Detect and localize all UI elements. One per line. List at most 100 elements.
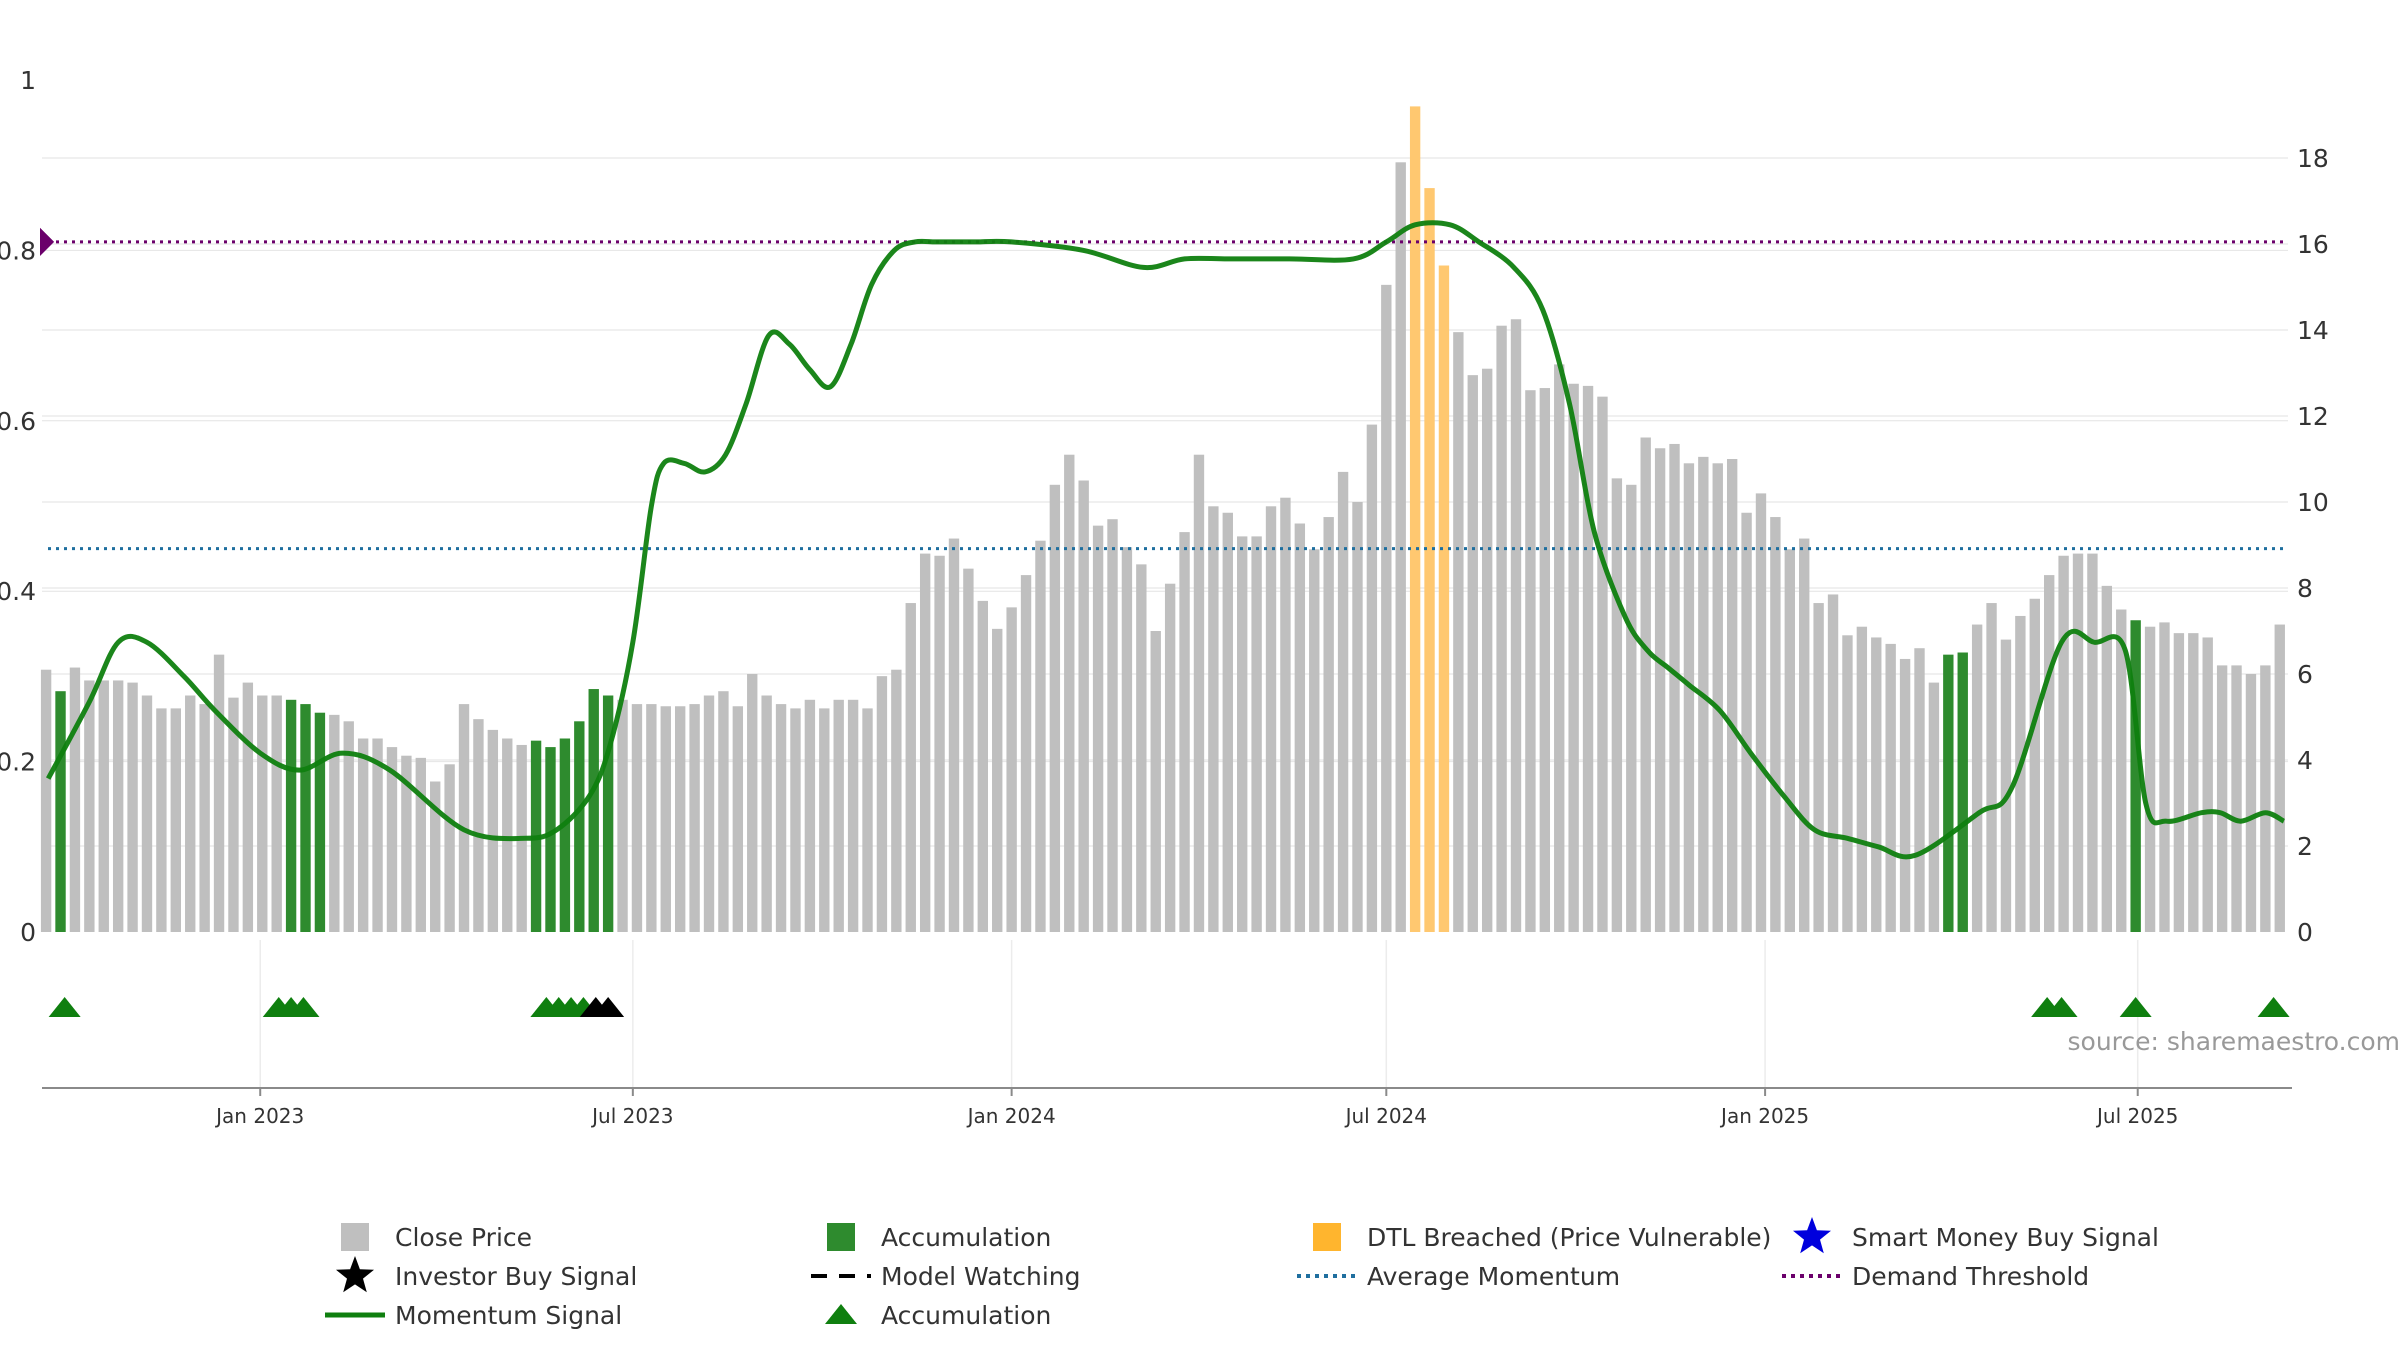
price-bar [271,695,282,932]
price-bar [1669,443,1680,932]
price-bar [2144,626,2156,932]
price-bar [1006,607,1017,932]
accumulation-bar [2130,620,2141,932]
price-bar [242,682,254,932]
accumulation-marker [48,997,81,1017]
price-bar [2260,665,2271,932]
price-bar [660,706,671,932]
price-bar [1899,658,1911,932]
price-bars [40,106,2285,933]
price-bar [2000,639,2012,932]
price-bar [141,695,153,932]
price-bar [2087,553,2098,932]
x-tick-label: Jul 2025 [2095,1104,2178,1128]
reference-lines [40,227,2288,551]
accumulation-bar [314,712,326,932]
accumulation-marker [287,997,320,1017]
price-bar [631,704,643,932]
price-bar [329,714,340,932]
right-tick-label: 0 [2297,918,2313,947]
price-bar [775,704,787,932]
legend-label: Investor Buy Signal [395,1262,637,1291]
accumulation-bar [545,747,556,932]
price-bar [1726,459,1738,932]
price-bar [1568,383,1579,932]
price-bar [1467,375,1478,932]
left-tick-label: 0.6 [0,407,36,436]
price-bar [69,667,81,932]
price-bar [761,695,772,932]
price-bar [228,697,239,932]
accumulation-marker [2119,997,2152,1017]
price-bar [1827,594,1839,932]
price-bar [84,680,95,932]
price-bar [674,706,686,932]
legend-label: Close Price [395,1223,532,1252]
price-bar [98,680,109,932]
accumulation-bar [1957,652,1968,932]
price-bar [2274,624,2285,932]
accumulation-bar [602,695,614,932]
demand-threshold-diamond [40,227,54,256]
price-bar [1885,643,1896,932]
price-bar [876,676,888,932]
accumulation-marker [2257,997,2290,1017]
price-bar [1222,512,1233,932]
price-bar [1035,540,1046,932]
price-bar [1525,390,1536,932]
price-bar [646,704,657,932]
accumulation-bar [55,691,66,932]
legend-label: Accumulation [881,1301,1051,1330]
price-bar [977,600,988,932]
price-bar [804,699,816,932]
left-tick-label: 1 [20,66,36,95]
accumulation-marker [2045,997,2078,1017]
x-tick-label: Jan 2025 [1719,1104,1809,1128]
price-bar [819,708,830,932]
legend-label: Average Momentum [1367,1262,1620,1291]
price-bar [790,708,801,932]
left-tick-label: 0.8 [0,236,36,265]
x-tick-label: Jan 2024 [966,1104,1056,1128]
price-bar [1280,497,1291,932]
price-bar [401,755,412,932]
legend-swatch-square [827,1223,855,1251]
dtl-breached-bar [1409,106,1421,932]
grid-lines [42,157,2288,1088]
price-bar [127,682,138,932]
price-bar [1813,603,1824,932]
price-bar [1510,319,1522,932]
price-bar [1582,385,1594,932]
price-bar [1352,502,1363,932]
momentum-signal-line [45,220,2286,860]
price-bar [1741,512,1752,932]
price-bar [2231,665,2242,932]
price-bar [833,699,844,932]
price-bar [919,553,931,932]
right-tick-label: 18 [2297,144,2329,173]
price-bar [747,674,758,932]
legend-label: Momentum Signal [395,1301,622,1330]
right-tick-label: 8 [2297,574,2313,603]
price-bar [444,764,455,932]
accumulation-bar [285,699,297,932]
price-bar [703,695,715,932]
price-bar [40,669,52,932]
price-bar [343,721,354,932]
price-bar [847,699,859,932]
price-bar [170,708,182,932]
price-bar [2116,609,2127,932]
price-bar [1683,463,1695,932]
price-bar [1842,635,1853,932]
signal-markers [48,997,2290,1017]
price-bar [1453,332,1464,932]
price-bar [963,568,974,932]
price-bar [1309,549,1320,932]
price-bar [1611,478,1623,932]
price-bar [1914,648,1925,932]
price-bar [1078,480,1089,932]
price-bar [1928,682,1940,932]
right-tick-label: 6 [2297,660,2313,689]
x-tick-label: Jan 2023 [214,1104,304,1128]
price-bar [1784,549,1795,932]
